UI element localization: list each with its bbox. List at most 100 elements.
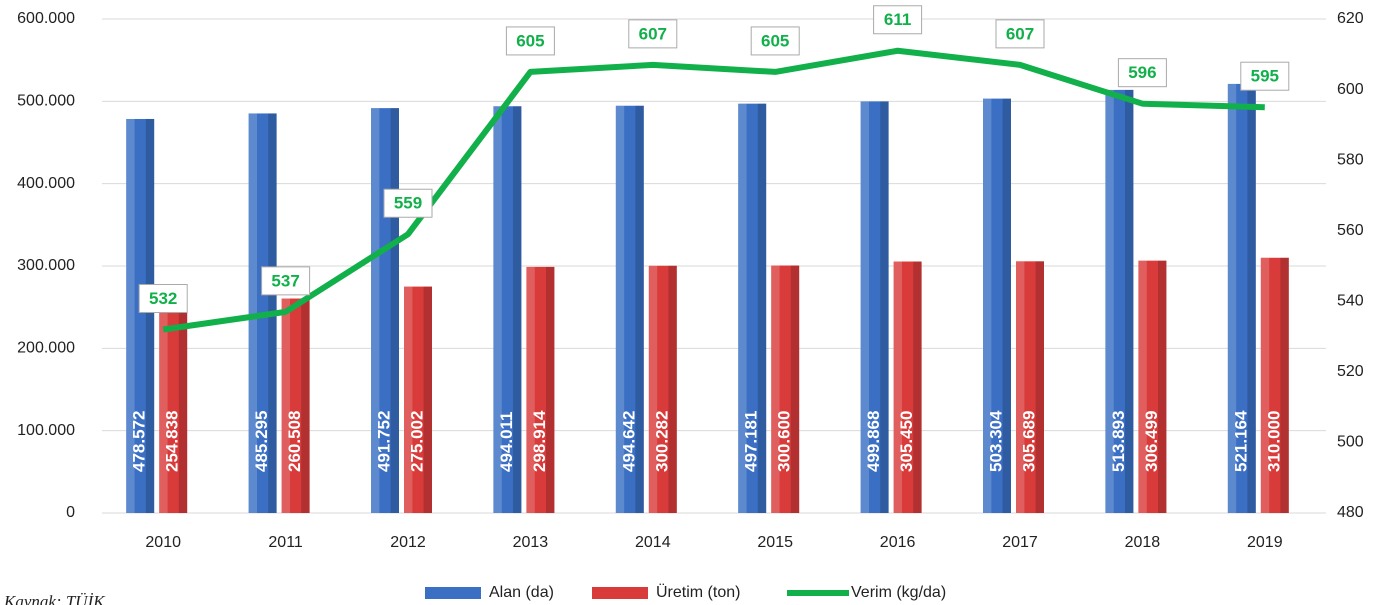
- value-label: 305.689: [1019, 411, 1038, 472]
- bar-shade: [390, 108, 399, 514]
- bar: [983, 98, 1011, 513]
- value-label: 494.642: [619, 411, 638, 472]
- bar-shade: [1247, 83, 1256, 513]
- y-tick-label: 100.000: [17, 422, 75, 439]
- source-note: Kaynak: TÜİK: [3, 592, 106, 605]
- bar: [159, 303, 188, 513]
- value-label: 503.304: [986, 410, 1005, 472]
- bar: [526, 266, 555, 513]
- y-tick-label: 600.000: [17, 10, 75, 27]
- y2-tick-label: 480: [1337, 504, 1364, 521]
- y2-tick-label: 600: [1337, 81, 1364, 98]
- x-tick-label: 2017: [1002, 534, 1038, 551]
- bar-shade: [546, 266, 555, 513]
- bar-shade: [860, 101, 869, 513]
- value-label: 310.000: [1264, 411, 1283, 472]
- bar-shade: [983, 98, 992, 513]
- bar: [371, 108, 399, 514]
- y-tick-label: 400.000: [17, 175, 75, 192]
- bar-shade: [301, 298, 310, 513]
- line: [162, 47, 1265, 333]
- label-box: [628, 19, 678, 49]
- data-label: 595: [1251, 67, 1279, 86]
- value-label: 275.002: [407, 411, 426, 472]
- bar-shade: [635, 105, 644, 513]
- x-tick-label: 2013: [513, 534, 549, 551]
- bar-shade: [880, 101, 889, 513]
- data-label: 537: [271, 271, 299, 290]
- bar-shade: [526, 266, 535, 513]
- bar-shade: [145, 118, 155, 514]
- bar-shade: [281, 298, 290, 513]
- bar: [493, 106, 522, 513]
- value-label: 497.181: [742, 411, 761, 472]
- value-label: 485.295: [252, 411, 271, 472]
- value-label: 521.164: [1231, 410, 1250, 472]
- bar: [404, 286, 432, 513]
- value-label: 254.838: [163, 411, 182, 472]
- data-label: 607: [639, 24, 667, 43]
- bar-shade: [1158, 260, 1167, 513]
- x-tick-label: 2012: [390, 534, 426, 551]
- label-box: [1240, 61, 1290, 91]
- bar: [1227, 83, 1256, 513]
- x-tick-label: 2015: [757, 534, 793, 551]
- label-box: [383, 188, 433, 218]
- bar-shade: [1125, 89, 1134, 513]
- bar-shade: [1035, 261, 1044, 513]
- bar: [1105, 89, 1134, 513]
- bar-shade: [371, 108, 380, 514]
- bar-shade: [668, 265, 677, 513]
- data-label: 611: [884, 10, 911, 29]
- x-tick-label: 2014: [635, 534, 671, 551]
- data-label: 559: [394, 194, 422, 213]
- y2-tick-label: 540: [1337, 293, 1364, 310]
- y-tick-label: 0: [66, 504, 75, 521]
- x-tick-label: 2019: [1247, 534, 1283, 551]
- label-box: [1117, 58, 1167, 88]
- legend-label: Verim (kg/da): [851, 584, 946, 601]
- x-tick-label: 2011: [268, 534, 303, 551]
- bar-shade: [513, 106, 522, 513]
- value-label: 494.011: [497, 411, 516, 472]
- bar: [615, 105, 644, 513]
- bar-shade: [493, 106, 502, 513]
- y-tick-label: 200.000: [17, 340, 75, 357]
- bar: [126, 118, 155, 514]
- value-label: 305.450: [897, 411, 916, 472]
- x-tick-label: 2016: [880, 534, 916, 551]
- bar-shade: [423, 286, 432, 513]
- legend-label: Üretim (ton): [656, 583, 740, 601]
- y2-tick-label: 580: [1337, 151, 1364, 168]
- bar-shade: [1138, 260, 1147, 513]
- label-box: [261, 266, 311, 296]
- data-label: 605: [516, 31, 544, 50]
- value-label: 300.600: [775, 411, 794, 472]
- bar: [738, 103, 767, 514]
- bar-shade: [738, 103, 747, 514]
- bar-shade: [1002, 98, 1011, 513]
- y2-tick-label: 500: [1337, 434, 1364, 451]
- bar-shade: [615, 105, 625, 513]
- bar-shade: [1280, 257, 1289, 513]
- bar-shade: [757, 103, 767, 514]
- bar-shade: [1260, 257, 1270, 513]
- bar-shade: [1227, 83, 1237, 513]
- bar-shade: [248, 113, 257, 513]
- bar-shade: [178, 303, 188, 513]
- label-box: [505, 26, 555, 56]
- y2-tick-label: 620: [1337, 10, 1364, 27]
- bar: [1260, 257, 1289, 513]
- bar-shade: [1016, 261, 1025, 513]
- bar-shade: [771, 265, 780, 513]
- value-label: 499.868: [864, 411, 883, 472]
- data-label: 607: [1006, 24, 1034, 43]
- bar: [1016, 261, 1044, 513]
- bar: [860, 101, 889, 513]
- bar-shade: [1105, 89, 1114, 513]
- legend-swatch: [425, 587, 481, 599]
- y2-tick-label: 560: [1337, 222, 1364, 239]
- bar-shade: [893, 261, 902, 513]
- value-label: 260.508: [285, 411, 304, 472]
